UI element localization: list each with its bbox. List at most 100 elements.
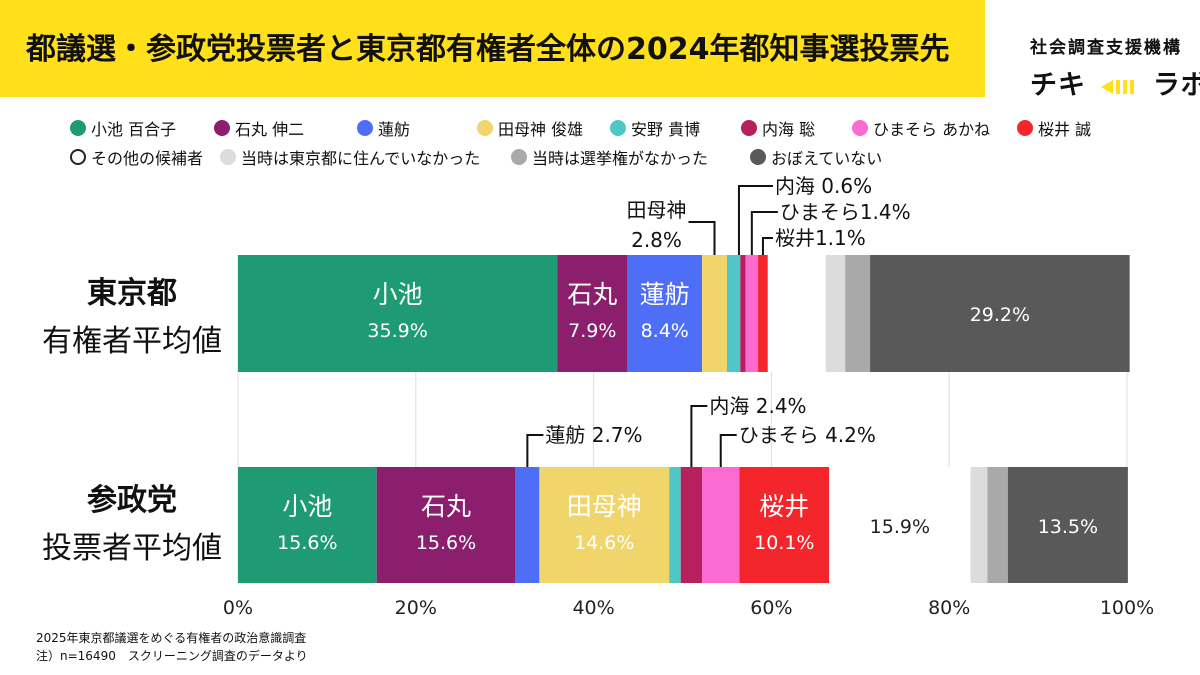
callout-label: 蓮舫 2.7% <box>545 423 642 447</box>
legend-swatch <box>610 120 626 136</box>
legend-swatch <box>214 120 230 136</box>
row-label-tokyo-strong: 東京都 <box>87 276 177 311</box>
x-tick-label: 100% <box>1100 597 1154 619</box>
brand-logo: チキ ラボ <box>1030 63 1200 102</box>
legend-item: 安野 貴博 <box>610 116 700 140</box>
legend-label: 田母神 俊雄 <box>498 120 584 139</box>
legend-label: 内海 聡 <box>762 120 816 139</box>
bar-value-label: 14.6% <box>574 532 634 554</box>
legend-label: ひまそら あかね <box>873 120 991 139</box>
bar-segment <box>739 467 830 583</box>
legend-label: 当時は選挙権がなかった <box>532 149 709 168</box>
bar-name-label: 蓮舫 <box>640 280 690 309</box>
callout-label: ひまそら 4.2% <box>739 423 876 447</box>
bar-value-label: 15.9% <box>870 516 930 538</box>
legend-swatch <box>477 120 493 136</box>
legend-swatch <box>750 149 766 165</box>
bar-segment <box>238 255 558 372</box>
row-label-tokyo: 東京都 有権者平均値 <box>22 268 242 360</box>
callout-label: 田母神 <box>627 198 687 222</box>
sample-note: 注）n=16490 スクリーニング調査のデータより <box>36 649 308 663</box>
bar-segment <box>987 467 1008 583</box>
bar-name-label: 田母神 <box>567 492 642 521</box>
legend-item: 蓮舫 <box>357 116 410 140</box>
bar-segment <box>376 467 516 583</box>
bar-segment <box>557 255 628 372</box>
bar-name-label: 桜井 <box>759 492 809 521</box>
legend-swatch <box>852 120 868 136</box>
bar-segment <box>825 255 846 372</box>
legend-swatch <box>357 120 373 136</box>
legend-label: 小池 百合子 <box>91 120 177 139</box>
x-tick-label: 0% <box>223 597 253 619</box>
bar-segment <box>669 467 681 583</box>
bar-segment <box>829 467 971 583</box>
bar-segment <box>1007 467 1128 583</box>
megaphone-icon <box>1101 79 1135 94</box>
brand-logo-left: チキ <box>1030 70 1086 101</box>
bar-segment <box>740 255 746 372</box>
legend-label: 桜井 誠 <box>1038 120 1092 139</box>
bar-value-label: 35.9% <box>367 320 427 342</box>
bar-value-label: 15.6% <box>277 532 337 554</box>
legend-label: その他の候補者 <box>91 149 204 168</box>
legend-label: おぼえていない <box>771 149 883 168</box>
legend-item: その他の候補者 <box>70 145 203 169</box>
callout-label: 桜井1.1% <box>775 226 866 250</box>
x-tick-label: 40% <box>572 597 614 619</box>
bar-segment <box>627 255 703 372</box>
legend-item: 当時は東京都に住んでいなかった <box>220 145 480 169</box>
bar-segment <box>702 255 727 372</box>
callout-label: ひまそら1.4% <box>780 200 911 224</box>
callout-label: 内海 0.6% <box>775 174 872 198</box>
bar-segment <box>758 255 768 372</box>
bar-name-label: 石丸 <box>421 492 471 521</box>
legend-label: 当時は東京都に住んでいなかった <box>241 149 481 168</box>
legend-swatch <box>741 120 757 136</box>
legend-swatch <box>1017 120 1033 136</box>
bar-segment <box>845 255 871 372</box>
title-banner: 都議選・参政党投票者と東京都有権者全体の2024年都知事選投票先 <box>0 0 985 97</box>
callout-leader <box>690 405 708 467</box>
legend-item: おぼえていない <box>750 145 882 169</box>
bar-segment <box>970 467 988 583</box>
bar-value-label: 29.2% <box>970 304 1030 326</box>
bar-value-label: 7.9% <box>568 320 616 342</box>
brand-org-name: 社会調査支援機構 <box>1030 38 1182 58</box>
bar-name-label: 石丸 <box>567 280 617 309</box>
legend-swatch <box>220 149 236 165</box>
row-label-tokyo-sub: 有権者平均値 <box>42 324 222 359</box>
row-label-sanseito-sub: 投票者平均値 <box>42 531 222 566</box>
legend-swatch <box>511 149 527 165</box>
bar-value-label: 10.1% <box>754 532 814 554</box>
bar-segment <box>702 467 740 583</box>
chart-legend: 小池 百合子 石丸 伸二 蓮舫 田母神 俊雄 安野 貴博 内海 聡 ひまそら あかね 桜井 誠… <box>0 0 1200 170</box>
legend-label: 石丸 伸二 <box>235 120 305 139</box>
bar-segment <box>680 467 703 583</box>
bar-segment <box>745 255 759 372</box>
legend-label: 安野 貴博 <box>631 120 701 139</box>
callout-label: 内海 2.4% <box>709 394 806 418</box>
row-label-sanseito-strong: 参政党 <box>87 483 177 518</box>
bar-segment <box>539 467 670 583</box>
legend-item: 田母神 俊雄 <box>477 116 583 140</box>
x-tick-label: 80% <box>928 597 970 619</box>
legend-item: 当時は選挙権がなかった <box>511 145 708 169</box>
legend-item: ひまそら あかね <box>852 116 990 140</box>
callout-leader <box>719 434 737 467</box>
bar-value-label: 15.6% <box>416 532 476 554</box>
callout-leader <box>526 434 544 467</box>
chart-title: 都議選・参政党投票者と東京都有権者全体の2024年都知事選投票先 <box>26 32 950 67</box>
callout-leader <box>688 221 716 255</box>
legend-label: 蓮舫 <box>378 120 411 139</box>
callout-label: 2.8% <box>631 228 682 252</box>
bar-value-label: 13.5% <box>1038 516 1098 538</box>
legend-item: 石丸 伸二 <box>214 116 304 140</box>
source-note: 2025年東京都議選をめぐる有権者の政治意識調査 <box>36 631 307 645</box>
bar-value-label: 8.4% <box>641 320 689 342</box>
x-tick-label: 20% <box>395 597 437 619</box>
bar-segment <box>870 255 1130 372</box>
bar-name-label: 小池 <box>373 280 423 309</box>
callout-leader <box>737 185 773 255</box>
